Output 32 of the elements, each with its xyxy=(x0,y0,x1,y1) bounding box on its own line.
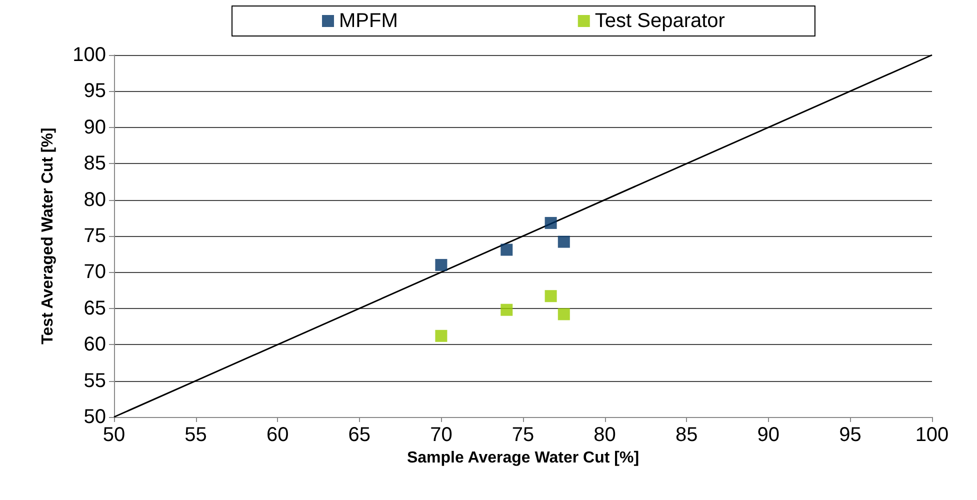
x-tick-label: 65 xyxy=(348,424,371,446)
y-tick-label: 75 xyxy=(84,225,106,247)
x-tick-label: 60 xyxy=(266,424,289,446)
point xyxy=(558,236,570,248)
y-tick-label: 60 xyxy=(84,334,106,356)
x-axis-title: Sample Average Water Cut [%] xyxy=(406,449,640,466)
point xyxy=(544,290,557,302)
point xyxy=(500,304,513,316)
point xyxy=(435,258,448,271)
x-tick-label: 95 xyxy=(839,424,862,446)
y-tick-label: 70 xyxy=(84,261,106,284)
y-tick-label: 65 xyxy=(84,297,106,320)
legend-label: MPFM xyxy=(339,10,398,32)
x-tick-label: 70 xyxy=(430,424,452,446)
point xyxy=(544,216,557,229)
y-tick-label: 100 xyxy=(72,44,106,66)
point xyxy=(500,244,513,256)
y-tick-label: 95 xyxy=(84,80,106,102)
x-tick-label: 80 xyxy=(594,424,616,446)
point xyxy=(435,330,448,342)
x-tick-label: 100 xyxy=(915,424,949,446)
x-tick-label: 90 xyxy=(757,424,780,446)
legend-label: Test Separator xyxy=(594,10,726,32)
y-tick-label: 85 xyxy=(84,152,106,175)
x-tick-label: 85 xyxy=(675,424,698,446)
x-tick-label: 55 xyxy=(184,424,207,446)
y-tick-label: 55 xyxy=(84,370,106,392)
point xyxy=(558,308,570,320)
y-tick-label: 80 xyxy=(84,188,106,211)
x-tick-label: 75 xyxy=(512,424,534,446)
y-tick-label: 90 xyxy=(84,116,106,138)
y-axis-title: Test Averaged Water Cut [%] xyxy=(40,128,56,344)
